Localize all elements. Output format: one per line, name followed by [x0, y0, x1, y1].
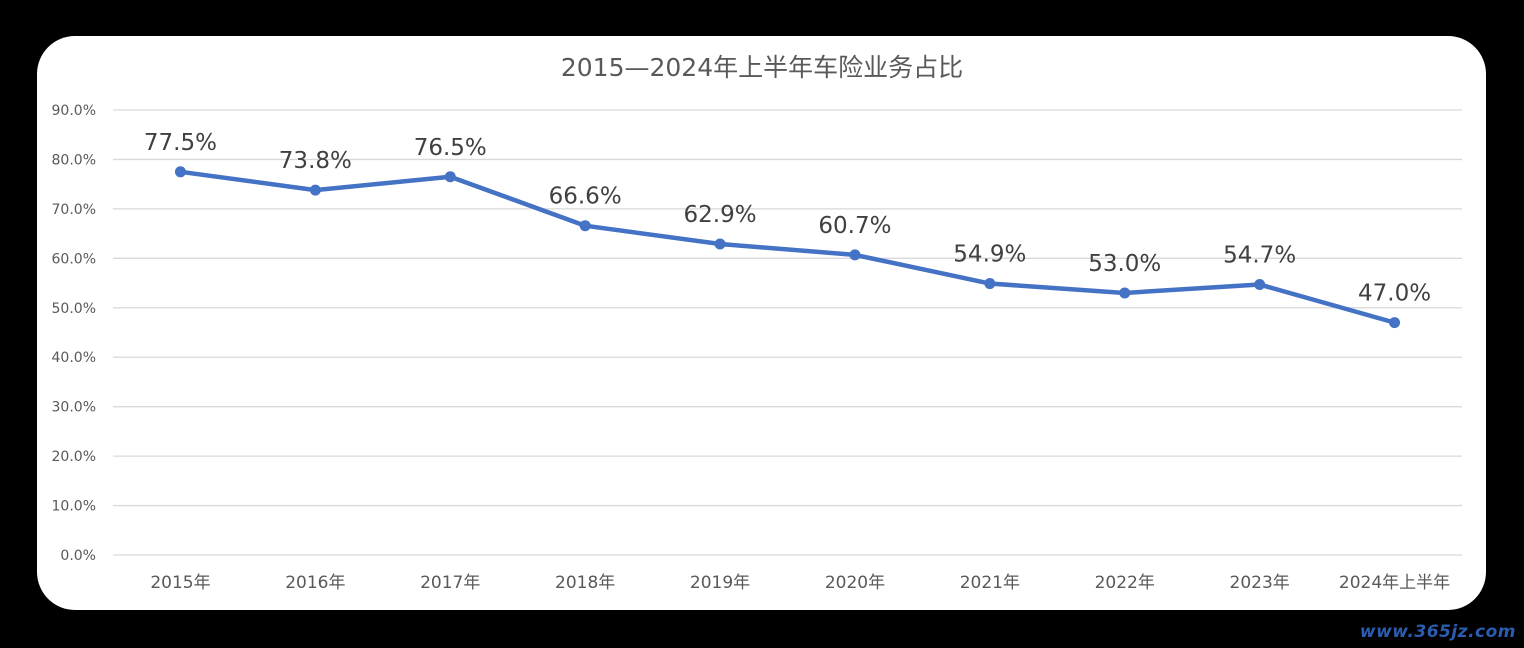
data-point — [174, 166, 186, 178]
y-tick-label: 30.0% — [52, 400, 96, 416]
series-line-group — [174, 166, 1401, 329]
x-tick-label: 2021年 — [960, 573, 1020, 593]
data-label: 62.9% — [684, 202, 757, 228]
x-tick-label: 2022年 — [1095, 573, 1155, 593]
chart-title: 2015—2024年上半年车险业务占比 — [561, 53, 963, 82]
y-tick-label: 0.0% — [60, 548, 96, 564]
data-label: 54.9% — [953, 242, 1026, 268]
watermark-text: www.365jz.com — [1359, 622, 1516, 642]
x-axis-ticks: 2015年 2016年 2017年 2018年 2019年 2020年 2021年 2022年… — [150, 573, 1450, 593]
y-axis-ticks: 0.0% 10.0% 20.0% 30.0% 40.0% 50.0% 60.0% 70.0% 8… — [52, 103, 96, 564]
data-point — [1119, 287, 1131, 299]
chart-card — [37, 36, 1486, 610]
data-point — [309, 184, 321, 196]
series-line — [178, 169, 1397, 325]
data-point — [849, 249, 861, 261]
y-tick-label: 80.0% — [52, 152, 96, 168]
x-tick-label: 2016年 — [285, 573, 345, 593]
data-label: 60.7% — [818, 213, 891, 239]
y-tick-label: 50.0% — [52, 301, 96, 317]
x-tick-label: 2023年 — [1230, 573, 1290, 593]
data-label: 66.6% — [549, 184, 622, 210]
data-label: 53.0% — [1088, 251, 1161, 277]
data-point — [579, 220, 591, 232]
data-labels: 77.5% 73.8% 76.5% 66.6% 62.9% 60.7% 54.9% 53.0%… — [144, 130, 1431, 307]
y-tick-label: 60.0% — [52, 251, 96, 267]
data-label: 76.5% — [414, 135, 487, 161]
x-tick-label: 2017年 — [420, 573, 480, 593]
x-tick-label: 2019年 — [690, 573, 750, 593]
gridlines — [113, 109, 1462, 556]
x-tick-label: 2020年 — [825, 573, 885, 593]
data-point — [984, 278, 996, 290]
y-tick-label: 20.0% — [52, 449, 96, 465]
y-tick-label: 40.0% — [52, 350, 96, 366]
y-tick-label: 70.0% — [52, 202, 96, 218]
data-point — [714, 238, 726, 250]
data-point — [444, 171, 456, 183]
data-label: 73.8% — [279, 148, 352, 174]
x-tick-label: 2024年上半年 — [1339, 573, 1450, 593]
data-label: 54.7% — [1223, 243, 1296, 269]
data-label: 47.0% — [1358, 281, 1431, 307]
data-point — [1254, 279, 1266, 291]
x-tick-label: 2018年 — [555, 573, 615, 593]
data-label: 77.5% — [144, 130, 217, 156]
y-tick-label: 10.0% — [52, 499, 96, 515]
x-tick-label: 2015年 — [150, 573, 210, 593]
data-point — [1389, 317, 1401, 329]
y-tick-label: 90.0% — [52, 103, 96, 119]
